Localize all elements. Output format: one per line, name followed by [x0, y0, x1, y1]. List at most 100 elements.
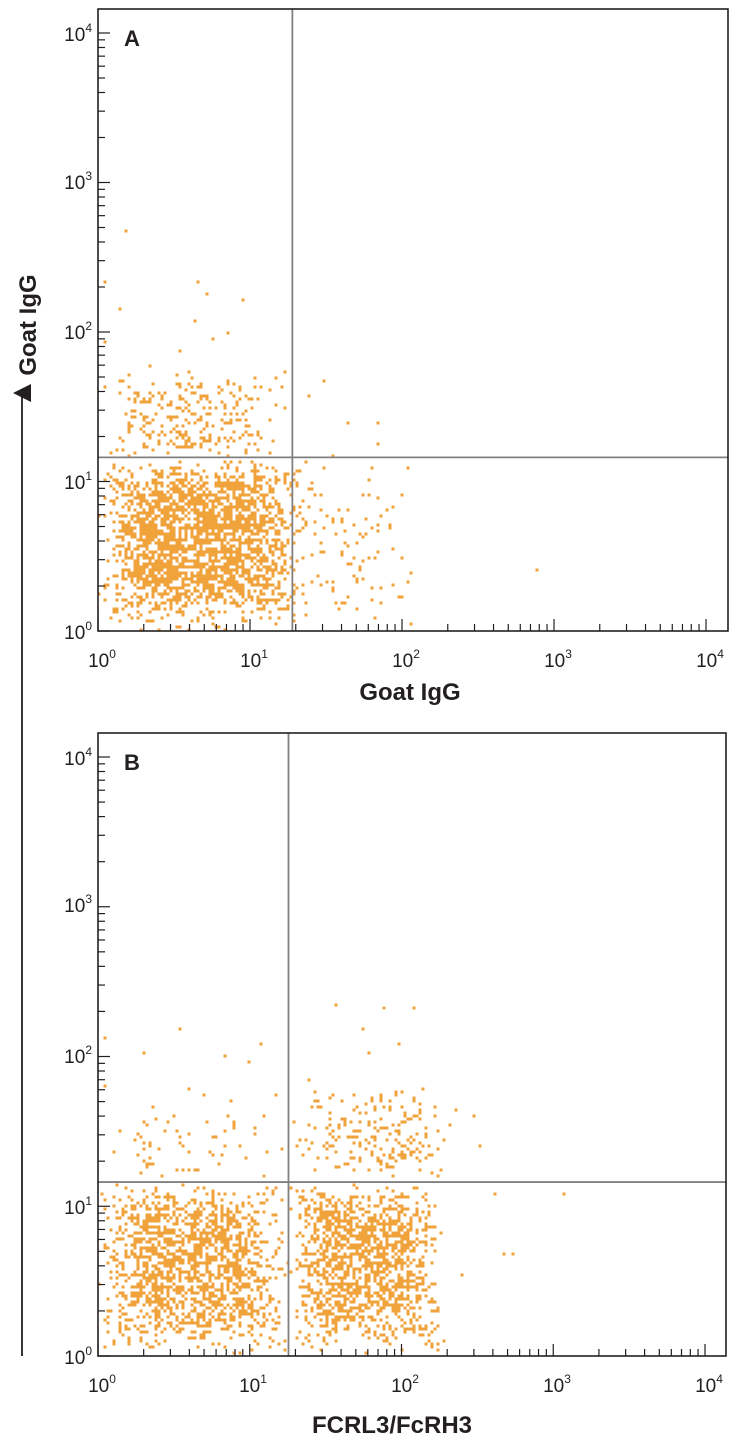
data-point	[307, 1204, 311, 1208]
data-point	[385, 1339, 389, 1343]
data-point	[178, 460, 182, 464]
data-point	[433, 1327, 437, 1331]
data-point	[316, 1291, 320, 1295]
data-point	[232, 1219, 236, 1223]
data-point	[340, 1309, 344, 1313]
data-point	[118, 481, 122, 485]
data-point	[427, 1153, 431, 1157]
data-point	[211, 523, 215, 527]
data-point	[208, 1306, 212, 1310]
data-point	[376, 1159, 380, 1163]
data-point	[343, 1294, 347, 1298]
data-point	[322, 1249, 326, 1253]
data-point	[160, 1276, 164, 1280]
data-point	[193, 1321, 197, 1325]
data-point	[235, 580, 239, 584]
data-point	[256, 598, 260, 602]
data-point	[373, 1228, 377, 1232]
data-point	[382, 1246, 386, 1250]
data-point	[367, 1294, 371, 1298]
data-point	[346, 1222, 350, 1226]
data-point	[196, 523, 200, 527]
data-point	[223, 523, 227, 527]
data-point	[247, 1297, 251, 1301]
data-point	[199, 511, 203, 515]
data-point	[214, 538, 218, 542]
data-point	[214, 565, 218, 569]
data-point	[160, 1318, 164, 1322]
data-point	[202, 511, 206, 515]
data-point	[346, 1207, 350, 1211]
data-point	[265, 541, 269, 545]
data-point	[217, 484, 221, 488]
data-point	[391, 1147, 395, 1151]
data-point	[118, 436, 122, 440]
data-point	[331, 1231, 335, 1235]
data-point	[250, 1312, 254, 1316]
data-point	[262, 556, 266, 560]
data-point	[259, 1264, 263, 1268]
data-point	[175, 373, 179, 377]
data-point	[328, 1273, 332, 1277]
data-point	[253, 478, 257, 482]
data-point	[391, 1333, 395, 1337]
data-point	[232, 574, 236, 578]
data-point	[334, 1216, 338, 1220]
data-point	[295, 1189, 299, 1193]
data-point	[178, 1258, 182, 1262]
data-point	[121, 598, 125, 602]
data-point	[313, 1168, 317, 1172]
data-point	[232, 394, 236, 398]
data-point	[382, 1324, 386, 1328]
data-point	[217, 1303, 221, 1307]
data-point	[421, 1210, 425, 1214]
data-point	[175, 424, 179, 428]
data-point	[115, 1216, 119, 1220]
data-point	[145, 1261, 149, 1265]
data-point	[166, 523, 170, 527]
data-point	[418, 1324, 422, 1328]
data-point	[322, 1309, 326, 1313]
data-point	[172, 415, 176, 419]
data-point	[391, 1123, 395, 1127]
data-point	[376, 1237, 380, 1241]
data-point	[310, 1216, 314, 1220]
data-point	[430, 1237, 434, 1241]
data-point	[202, 550, 206, 554]
data-point	[178, 508, 182, 512]
data-point	[181, 571, 185, 575]
data-point	[187, 1261, 191, 1265]
data-point	[241, 1312, 245, 1316]
data-point	[175, 415, 179, 419]
data-point	[106, 583, 110, 587]
data-point	[190, 601, 194, 605]
data-point	[409, 1306, 413, 1310]
data-point	[172, 1252, 176, 1256]
data-point	[127, 424, 131, 428]
data-point	[256, 1252, 260, 1256]
data-point	[142, 520, 146, 524]
data-point	[325, 1222, 329, 1226]
data-point	[136, 1219, 140, 1223]
data-point	[340, 1303, 344, 1307]
data-point	[376, 1294, 380, 1298]
data-point	[151, 1225, 155, 1229]
data-point	[376, 1156, 380, 1160]
data-point	[265, 1240, 269, 1244]
data-point	[322, 1270, 326, 1274]
data-point	[175, 1219, 179, 1223]
data-point	[235, 520, 239, 524]
data-point	[166, 562, 170, 566]
data-point	[292, 478, 296, 482]
data-point	[115, 478, 119, 482]
data-point	[229, 481, 233, 485]
data-point	[334, 1207, 338, 1211]
data-point	[121, 484, 125, 488]
data-point	[172, 481, 176, 485]
data-point	[298, 505, 302, 509]
data-point	[385, 1207, 389, 1211]
data-point	[157, 1285, 161, 1289]
data-point	[430, 1171, 434, 1175]
data-point	[250, 469, 254, 473]
